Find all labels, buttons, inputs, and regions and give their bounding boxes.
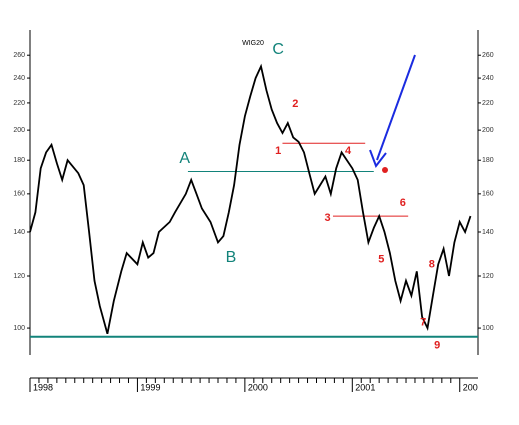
x-tick-label: 2001	[355, 382, 375, 392]
y2-tick-label: 120	[482, 273, 494, 280]
annotation: C	[272, 41, 284, 58]
annotation: 5	[378, 254, 384, 266]
y-tick-label: 220	[13, 100, 25, 107]
y2-tick-label: 140	[482, 229, 494, 236]
y2-tick-label: 240	[482, 75, 494, 82]
y2-tick-label: 180	[482, 157, 494, 164]
y2-tick-label: 220	[482, 100, 494, 107]
x-tick-label: 1998	[33, 382, 53, 392]
y-tick-label: 140	[13, 229, 25, 236]
x-tick-label: 2000	[248, 382, 268, 392]
y-tick-label: 260	[13, 52, 25, 59]
annotation: 4	[345, 145, 352, 157]
annotation: A	[179, 150, 190, 167]
y2-tick-label: 260	[482, 52, 494, 59]
annotation: 7	[420, 316, 426, 328]
price-line	[29, 63, 472, 335]
y2-tick-label: 100	[482, 325, 494, 332]
annotation: 8	[429, 258, 435, 270]
x-tick-label: 1999	[140, 382, 160, 392]
y2-tick-label: 200	[482, 127, 494, 134]
y-tick-label: 200	[13, 127, 25, 134]
arrow	[369, 54, 416, 169]
annotation: 6	[400, 197, 406, 209]
annotation: 3	[325, 212, 331, 224]
y-tick-label: 240	[13, 75, 25, 82]
y-tick-label: 160	[13, 191, 25, 198]
annotation: 1	[275, 145, 281, 157]
annotation: 9	[434, 340, 440, 352]
chart-title: WIG20	[242, 40, 264, 47]
marker-dot	[382, 167, 388, 173]
y-tick-label: 120	[13, 273, 25, 280]
y-tick-label: 100	[13, 325, 25, 332]
y2-tick-label: 160	[482, 191, 494, 198]
x-tick-label: 200	[463, 382, 478, 392]
arrow-head	[369, 149, 387, 169]
y-tick-label: 180	[13, 157, 25, 164]
annotation: B	[226, 249, 237, 266]
arrow-shaft	[376, 54, 416, 161]
annotation: 2	[292, 98, 298, 110]
